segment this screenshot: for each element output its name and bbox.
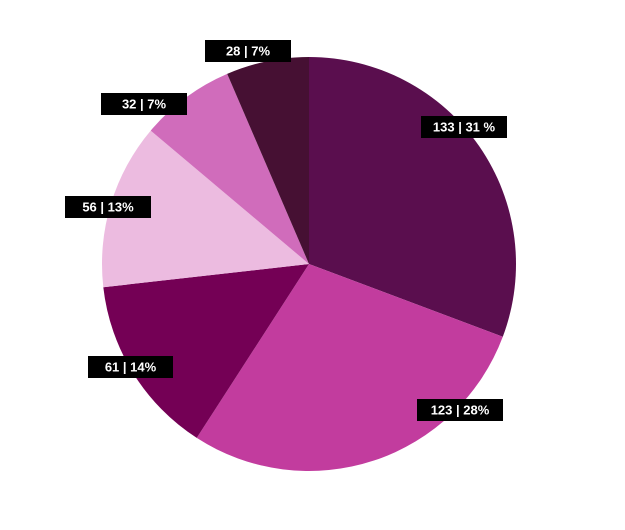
slice-label-box [417, 399, 503, 421]
pie-slice-1 [309, 57, 516, 337]
slice-label-2: 123 | 28% [417, 399, 503, 421]
slice-label-box [65, 196, 151, 218]
slice-label-box [205, 40, 291, 62]
slice-label-text: 61 | 14% [105, 360, 157, 375]
slice-label-box [421, 116, 507, 138]
pie-slice-5 [150, 73, 309, 265]
pie-labels: 133 | 31 % 123 | 28% 61 | 14% 56 | 13% 32 | … [65, 40, 507, 421]
slice-label-text: 56 | 13% [82, 200, 134, 215]
slice-label-4: 56 | 13% [65, 196, 151, 218]
slice-label-text: 123 | 28% [431, 403, 490, 418]
pie-slice-6 [227, 57, 309, 264]
slice-label-text: 32 | 7% [122, 97, 167, 112]
slice-label-5: 32 | 7% [101, 93, 187, 115]
slice-label-box [101, 93, 187, 115]
pie-slice-3 [103, 264, 309, 438]
slice-label-box [88, 356, 173, 378]
slice-label-1: 133 | 31 % [421, 116, 507, 138]
slice-label-3: 61 | 14% [88, 356, 173, 378]
slice-label-text: 133 | 31 % [433, 120, 496, 135]
pie-slice-4 [102, 130, 310, 288]
slice-label-6: 28 | 7% [205, 40, 291, 62]
slice-label-text: 28 | 7% [226, 44, 271, 59]
